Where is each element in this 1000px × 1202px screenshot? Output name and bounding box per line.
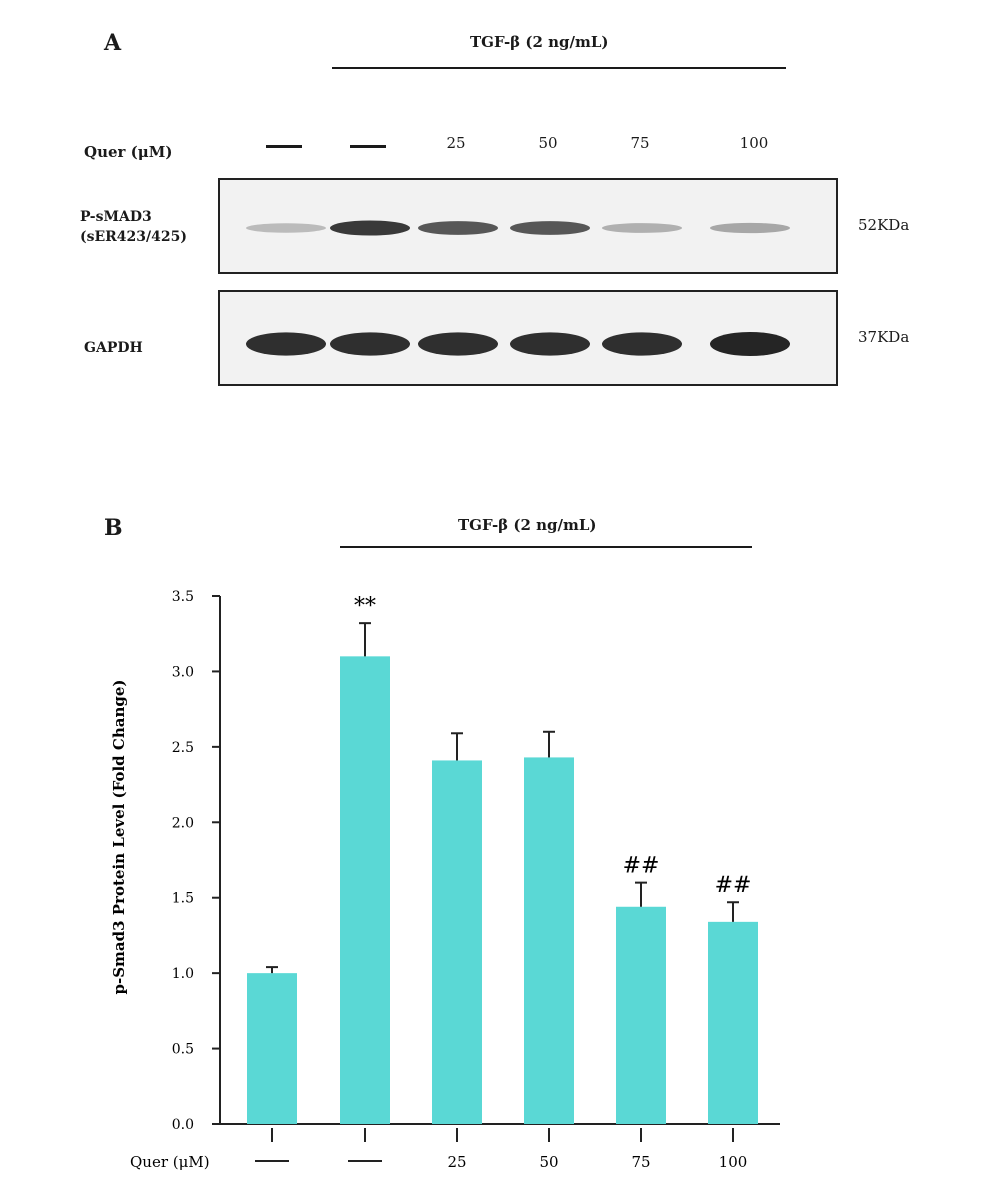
x-tick-label: 75	[631, 1153, 650, 1171]
blot-band	[330, 332, 410, 356]
psmad3-bands	[220, 180, 836, 272]
panel-a-lane-label: 50	[538, 134, 558, 152]
panel-a-conc-label: Quer (μM)	[84, 143, 173, 161]
panel-a-treatment-label: TGF-β (2 ng/mL)	[470, 33, 609, 51]
panel-b-conc-label: Quer (μM)	[130, 1153, 210, 1171]
y-axis-label: p-Smad3 Protein Level (Fold Change)	[110, 680, 128, 995]
y-tick-label: 3.0	[172, 664, 194, 680]
blot-band	[330, 220, 410, 236]
blot-band	[602, 223, 682, 233]
bar-chart: 0.00.51.01.52.02.53.03.5 **25 50##75##100 …	[110, 589, 780, 1171]
panel-b-treatment-label: TGF-β (2 ng/mL)	[458, 516, 597, 534]
blot-band	[510, 332, 590, 356]
blot-band	[710, 222, 790, 234]
panel-a-lane-dash	[266, 145, 302, 148]
psmad3-sublabel: (sER423/425)	[80, 229, 187, 245]
bar	[247, 973, 297, 1124]
panel-a-lane-label: 25	[446, 134, 466, 152]
y-tick-label: 0.0	[172, 1117, 194, 1133]
gapdh-size: 37KDa	[858, 328, 910, 346]
y-tick-label: 1.0	[172, 966, 194, 982]
y-tick-label: 1.5	[172, 891, 194, 907]
blot-band	[710, 332, 790, 356]
bar	[340, 656, 390, 1124]
bar	[708, 921, 758, 1124]
panel-a-label: A	[104, 30, 122, 56]
y-tick-label: 2.0	[172, 815, 194, 831]
x-tick-label: 50	[539, 1153, 558, 1171]
blot-band	[246, 332, 326, 356]
blot-band	[602, 332, 682, 356]
x-tick-label: 25	[447, 1153, 466, 1171]
blot-band	[418, 221, 498, 235]
y-tick-label: 0.5	[172, 1042, 194, 1058]
blot-band	[418, 332, 498, 356]
psmad3-blot	[218, 178, 838, 274]
significance-marker: ##	[623, 854, 660, 879]
bar	[524, 757, 574, 1124]
panel-b-label: B	[104, 515, 123, 541]
y-tick-label: 2.5	[172, 740, 194, 756]
x-tick-label: 100	[719, 1153, 748, 1171]
panel-a-lane-dash	[350, 145, 386, 148]
bar	[432, 760, 482, 1124]
panel-a-lane-label: 100	[739, 134, 769, 152]
psmad3-size: 52KDa	[858, 216, 910, 234]
gapdh-bands	[220, 292, 836, 384]
gapdh-blot	[218, 290, 838, 386]
y-tick-label: 3.5	[172, 589, 194, 605]
blot-band	[510, 221, 590, 235]
panel-a-treatment-line	[332, 67, 786, 69]
gapdh-label: GAPDH	[84, 340, 143, 356]
significance-marker: **	[354, 594, 376, 619]
panel-b-treatment-line	[340, 546, 752, 548]
bar	[616, 906, 666, 1124]
psmad3-label: P-sMAD3	[80, 209, 152, 225]
significance-marker: ##	[715, 873, 752, 898]
panel-a-lane-label: 75	[630, 134, 650, 152]
blot-band	[246, 223, 326, 233]
